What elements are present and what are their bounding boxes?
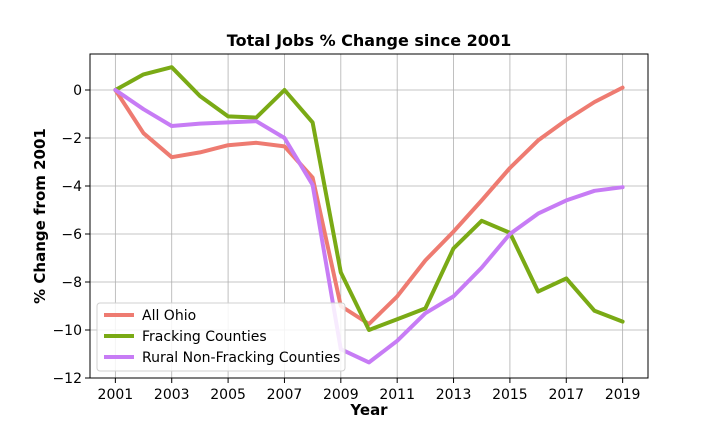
legend-label-fracking-counties: Fracking Counties <box>142 329 267 345</box>
legend: All Ohio Fracking Counties Rural Non-Fra… <box>96 302 346 372</box>
legend-box <box>96 302 346 372</box>
legend-label-all-ohio: All Ohio <box>142 308 196 324</box>
x-tick-label: 2019 <box>605 387 641 403</box>
axis-ticks: 2001 2003 2005 2007 2009 2011 2013 2015 2017 2019… <box>52 83 640 403</box>
y-tick-label: 0 <box>73 83 82 99</box>
x-tick-label: 2015 <box>492 387 528 403</box>
y-tick-label: −8 <box>61 275 82 291</box>
x-tick-label: 2009 <box>323 387 359 403</box>
chart-title: Total Jobs % Change since 2001 <box>227 31 511 50</box>
y-tick-label: −10 <box>52 323 82 339</box>
x-tick-label: 2003 <box>154 387 190 403</box>
x-tick-label: 2007 <box>267 387 303 403</box>
series-lines <box>113 65 625 365</box>
x-tick-label: 2013 <box>436 387 472 403</box>
series-line-fracking-counties <box>113 65 625 332</box>
y-tick-label: −4 <box>61 179 82 195</box>
y-tick-label: −2 <box>61 131 82 147</box>
y-axis-title: % Change from 2001 <box>31 128 49 304</box>
plot-area <box>89 53 649 379</box>
x-tick-label: 2017 <box>548 387 584 403</box>
y-tick-label: −12 <box>52 371 82 387</box>
series-line-all-ohio <box>113 85 625 326</box>
x-tick-label: 2011 <box>379 387 415 403</box>
x-tick-label: 2001 <box>98 387 134 403</box>
legend-label-rural-non-fracking: Rural Non-Fracking Counties <box>142 350 340 366</box>
y-tick-label: −6 <box>61 227 82 243</box>
x-tick-label: 2005 <box>210 387 246 403</box>
series-line-rural-non-fracking-counties <box>113 88 625 365</box>
x-axis-title: Year <box>349 401 388 419</box>
